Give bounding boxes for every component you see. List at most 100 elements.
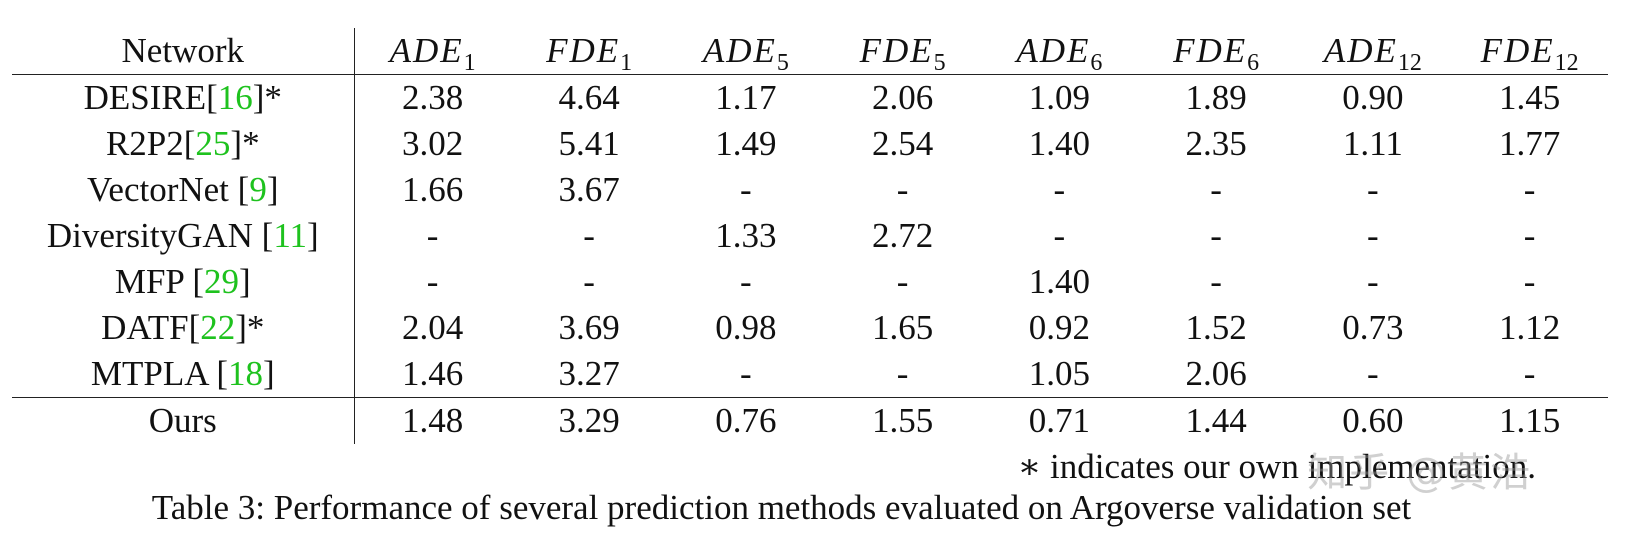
table-row: DATF[22]* 2.04 3.69 0.98 1.65 0.92 1.52 0.73 1.1… [12,305,1608,351]
value-cell: - [1523,170,1536,209]
metric-name: FDE [1480,31,1555,70]
network-name: VectorNet [87,170,229,209]
table-row: MTPLA [18] 1.46 3.27 - - 1.05 2.06 - - [12,351,1608,398]
value-cell: 4.64 [558,78,620,117]
value-cell: 3.29 [558,401,620,440]
results-table: Network ADE1 FDE1 ADE5 FDE5 ADE6 FDE6 ADE12 FDE… [12,28,1608,444]
value-cell: 1.44 [1185,401,1247,440]
value-cell: - [896,262,909,301]
network-cell: R2P2[25]* [12,121,355,167]
citation-link[interactable]: 9 [249,170,267,209]
value-cell: 2.38 [402,78,464,117]
metric-header: ADE5 [668,28,825,75]
network-cell: DiversityGAN [11] [12,213,355,259]
name-spacer [208,354,217,393]
table-row: Ours 1.48 3.29 0.76 1.55 0.71 1.44 0.60 1.15 [12,397,1608,444]
network-column-header: Network [12,28,355,75]
network-name: DiversityGAN [46,216,253,255]
value-cell: 1.46 [402,354,464,393]
metric-header: ADE12 [1295,28,1452,75]
value-cell: 1.89 [1185,78,1247,117]
footnote: ∗ indicates our own implementation. [1017,447,1536,486]
value-cell: 1.52 [1185,308,1247,347]
metric-horizon: 5 [776,50,789,76]
value-cell: 3.67 [558,170,620,209]
value-cell: 2.72 [872,216,934,255]
name-spacer [253,216,262,255]
network-cell: MFP [29] [12,259,355,305]
value-cell: - [1367,170,1379,209]
value-cell: 1.66 [402,170,464,209]
name-spacer [229,170,238,209]
metric-header: ADE6 [981,28,1138,75]
metric-header: FDE12 [1451,28,1608,75]
own-implementation-mark: * [264,78,282,117]
metric-horizon: 12 [1554,50,1579,76]
value-cell: 1.40 [1028,262,1090,301]
table-row: DESIRE[16]* 2.38 4.64 1.17 2.06 1.09 1.89 0.90 1… [12,74,1608,121]
citation-link[interactable]: 22 [200,308,236,347]
value-cell: 1.45 [1499,78,1561,117]
metric-horizon: 12 [1397,50,1422,76]
value-cell: 1.11 [1342,124,1403,163]
network-name: MTPLA [90,354,208,393]
value-cell: 1.40 [1028,124,1090,163]
value-cell: - [1210,216,1222,255]
network-cell: DESIRE[16]* [12,74,355,121]
metric-header: ADE1 [354,28,511,75]
metric-name: ADE [702,31,777,70]
value-cell: 3.69 [558,308,620,347]
value-cell: 1.65 [872,308,934,347]
value-cell: - [1367,216,1379,255]
metric-horizon: 1 [463,50,476,76]
network-name: DESIRE [83,78,207,117]
value-cell: 2.04 [402,308,464,347]
citation-link[interactable]: 25 [195,124,231,163]
value-cell: 0.60 [1342,401,1404,440]
value-cell: 2.35 [1185,124,1247,163]
value-cell: - [740,354,752,393]
metric-name: ADE [1016,31,1091,70]
value-cell: 0.98 [715,308,777,347]
value-cell: - [1523,216,1536,255]
citation-link[interactable]: 18 [227,354,263,393]
value-cell: 1.33 [715,216,777,255]
value-cell: - [740,170,752,209]
metric-name: ADE [1323,31,1398,70]
value-cell: 1.77 [1499,124,1561,163]
table-row: VectorNet [9] 1.66 3.67 - - - - - - [12,167,1608,213]
table-caption: Table 3: Performance of several predicti… [151,488,1412,527]
metric-horizon: 6 [1247,50,1260,76]
metric-name: FDE [859,31,934,70]
table-row: DiversityGAN [11] - - 1.33 2.72 - - - - [12,213,1608,259]
value-cell: 2.06 [1185,354,1247,393]
metric-horizon: 5 [933,50,946,76]
metric-header: FDE1 [511,28,668,75]
network-cell: VectorNet [9] [12,167,355,213]
network-name: DATF [101,308,189,347]
value-cell: 0.73 [1342,308,1404,347]
citation-link[interactable]: 16 [217,78,253,117]
network-name: MFP [114,262,184,301]
value-cell: 2.54 [872,124,934,163]
value-cell: - [583,262,595,301]
metric-header: FDE5 [824,28,981,75]
citation-link[interactable]: 29 [204,262,239,301]
metric-horizon: 1 [620,50,633,76]
value-cell: - [426,262,439,301]
value-cell: 1.55 [872,401,934,440]
value-cell: 1.48 [402,401,464,440]
watermark: 知乎 @黄浩 [1307,450,1532,496]
value-cell: 0.90 [1342,78,1404,117]
network-cell: MTPLA [18] [12,351,355,398]
value-cell: - [1523,354,1536,393]
value-cell: 3.27 [558,354,620,393]
table-row: R2P2[25]* 3.02 5.41 1.49 2.54 1.40 2.35 1.11 1.7… [12,121,1608,167]
citation-link[interactable]: 11 [273,216,308,255]
metric-header: FDE6 [1138,28,1295,75]
value-cell: - [740,262,752,301]
value-cell: 1.15 [1499,401,1561,440]
network-cell: DATF[22]* [12,305,355,351]
network-cell: Ours [12,397,355,444]
value-cell: - [1523,262,1536,301]
